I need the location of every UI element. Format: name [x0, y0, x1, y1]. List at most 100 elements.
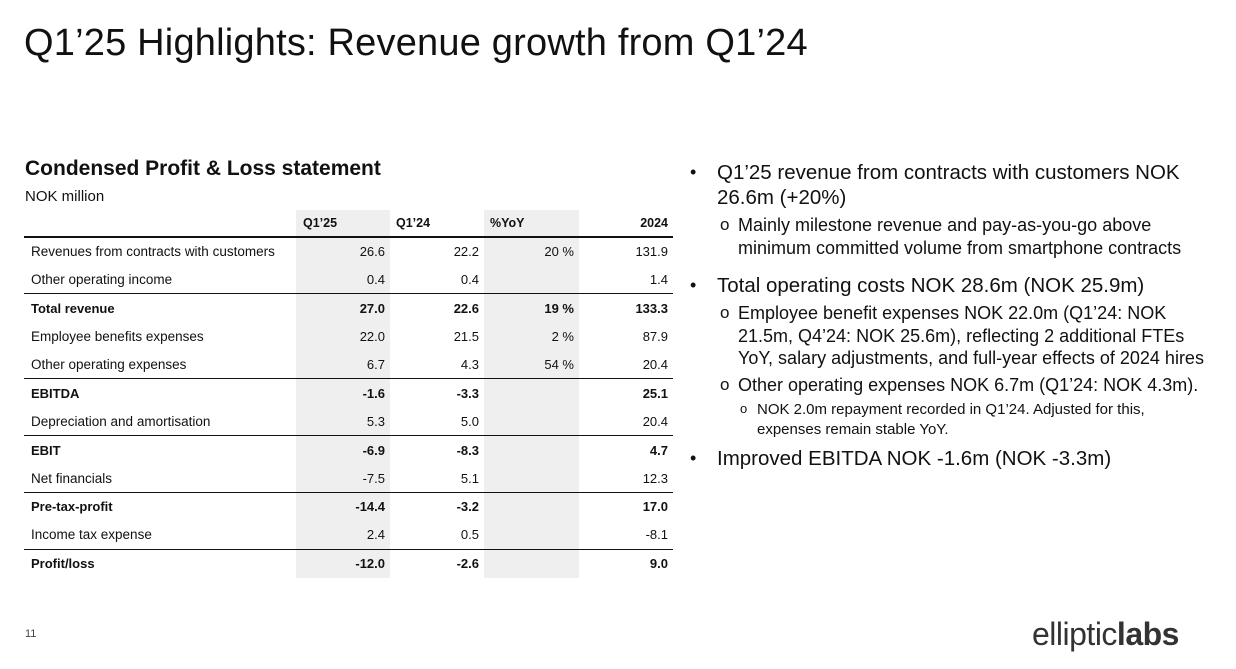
cell-yoy	[484, 492, 579, 521]
cell-2024: 25.1	[579, 378, 673, 408]
cell-2024: 133.3	[579, 293, 673, 323]
bullet-costs: Total operating costs NOK 28.6m (NOK 25.…	[690, 273, 1210, 298]
cell-q124: 22.6	[390, 293, 484, 323]
cell-yoy	[484, 378, 579, 408]
pl-heading: Condensed Profit & Loss statement	[25, 157, 381, 180]
sub-bullet-text: Other operating expenses NOK 6.7m (Q1’24…	[738, 374, 1199, 395]
cell-q125: 22.0	[359, 328, 385, 344]
cell-2024: -8.1	[645, 527, 668, 543]
cell-yoy: 54 %	[544, 357, 574, 372]
row-label: Other operating income	[31, 271, 173, 287]
table-row: Income tax expense 2.4 0.5 -8.1	[24, 521, 673, 549]
pl-table: Q1’25 Q1’24 %YoY 2024 Revenues from cont…	[24, 210, 673, 578]
cell-q124: -3.3	[390, 378, 484, 408]
sub-sub-bullet-marker: o	[740, 401, 748, 416]
page-title: Q1’25 Highlights: Revenue growth from Q1…	[24, 22, 808, 64]
cell-q125: 26.6	[359, 244, 385, 260]
cell-q124: 5.1	[460, 470, 479, 486]
cell-q125: 0.4	[366, 271, 385, 287]
cell-yoy: 2 %	[551, 328, 574, 344]
cell-2024: 20.4	[642, 357, 668, 372]
cell-2024: 131.9	[635, 244, 668, 260]
table-row: Depreciation and amortisation 5.3 5.0 20…	[24, 407, 673, 435]
table-row-total: Total revenue 27.0 22.6 19 % 133.3	[24, 293, 673, 323]
table-row-total: EBIT -6.9 -8.3 4.7	[24, 435, 673, 465]
cell-2024: 9.0	[579, 548, 673, 578]
row-label: Net financials	[31, 470, 113, 486]
company-logo: ellipticlabs	[1032, 616, 1179, 653]
sub-bullet-revenue: o Mainly milestone revenue and pay-as-yo…	[690, 214, 1210, 259]
cell-yoy	[484, 548, 579, 578]
table-row-total: Pre-tax-profit -14.4 -3.2 17.0	[24, 492, 673, 521]
cell-yoy	[484, 464, 579, 492]
pl-unit: NOK million	[25, 188, 105, 205]
cell-yoy: 19 %	[484, 293, 579, 323]
cell-yoy	[484, 265, 579, 293]
cell-2024: 17.0	[579, 492, 673, 521]
row-label: EBITDA	[24, 378, 296, 408]
table-row-total: Profit/loss -12.0 -2.6 9.0	[24, 548, 673, 578]
row-label: Other operating expenses	[31, 357, 187, 372]
cell-q125: -7.5	[362, 470, 385, 486]
cell-q124: 5.0	[460, 413, 479, 429]
cell-q124: 21.5	[453, 328, 479, 344]
row-label: Employee benefits expenses	[31, 328, 204, 344]
bullet-ebitda: Improved EBITDA NOK -1.6m (NOK -3.3m)	[690, 446, 1210, 471]
row-label: Depreciation and amortisation	[31, 413, 211, 429]
row-label: Profit/loss	[24, 548, 296, 578]
logo-text-part2: labs	[1116, 616, 1180, 652]
fy2024-column-header: 2024	[579, 210, 673, 238]
cell-q125: 27.0	[296, 293, 390, 323]
cell-q124: 0.4	[460, 271, 479, 287]
cell-q124: 22.2	[453, 244, 479, 260]
row-label: Total revenue	[24, 293, 296, 323]
highlights-list: Q1’25 revenue from contracts with custom…	[690, 160, 1210, 475]
cell-2024: 12.3	[642, 470, 668, 486]
q125-column-header: Q1’25	[296, 210, 390, 238]
table-row: Revenues from contracts with customers 2…	[24, 237, 673, 265]
cell-q125: -6.9	[296, 435, 390, 465]
cell-q125: 5.3	[366, 413, 385, 429]
cell-q125: 2.4	[366, 527, 385, 543]
pl-header-row: Q1’25 Q1’24 %YoY 2024	[24, 210, 673, 238]
table-row: Employee benefits expenses 22.0 21.5 2 %…	[24, 322, 673, 350]
label-column-header	[24, 210, 296, 238]
cell-q124: 4.3	[460, 357, 479, 372]
sub-bullet-text: Mainly milestone revenue and pay-as-you-…	[738, 215, 1182, 258]
bullet-revenue: Q1’25 revenue from contracts with custom…	[690, 160, 1210, 210]
cell-2024: 20.4	[642, 413, 668, 429]
sub-bullet-employee-costs: o Employee benefit expenses NOK 22.0m (Q…	[690, 302, 1210, 370]
sub-bullet-marker: o	[720, 303, 730, 322]
cell-q125: -12.0	[296, 548, 390, 578]
cell-q124: 0.5	[460, 527, 479, 543]
sub-sub-bullet-text: NOK 2.0m repayment recorded in Q1’24. Ad…	[757, 401, 1145, 438]
table-row: Other operating income 0.4 0.4 1.4	[24, 265, 673, 293]
cell-q124: -2.6	[390, 548, 484, 578]
table-row-total: EBITDA -1.6 -3.3 25.1	[24, 378, 673, 408]
sub-bullet-text: Employee benefit expenses NOK 22.0m (Q1’…	[738, 303, 1204, 368]
sub-sub-bullet-repayment: o NOK 2.0m repayment recorded in Q1’24. …	[690, 400, 1210, 440]
cell-2024: 4.7	[579, 435, 673, 465]
logo-text-part1: elliptic	[1032, 616, 1117, 652]
row-label: Pre-tax-profit	[24, 492, 296, 521]
q124-column-header: Q1’24	[390, 210, 484, 238]
table-row: Net financials -7.5 5.1 12.3	[24, 464, 673, 492]
sub-bullet-other-costs: o Other operating expenses NOK 6.7m (Q1’…	[690, 374, 1210, 397]
row-label: Revenues from contracts with customers	[31, 244, 275, 260]
yoy-column-header: %YoY	[484, 210, 579, 238]
cell-q125: -1.6	[296, 378, 390, 408]
cell-yoy	[484, 407, 579, 435]
sub-bullet-marker: o	[720, 215, 730, 234]
cell-yoy: 20 %	[544, 244, 574, 260]
sub-bullet-marker: o	[720, 374, 730, 394]
cell-2024: 87.9	[642, 328, 668, 344]
cell-q125: -14.4	[296, 492, 390, 521]
row-label: EBIT	[24, 435, 296, 465]
cell-q124: -8.3	[390, 435, 484, 465]
cell-yoy	[484, 521, 579, 549]
cell-2024: 1.4	[649, 271, 668, 287]
cell-yoy	[484, 435, 579, 465]
page-number: 11	[25, 628, 37, 640]
cell-q124: -3.2	[390, 492, 484, 521]
table-row: Other operating expenses 6.7 4.3 54 % 20…	[24, 351, 673, 379]
